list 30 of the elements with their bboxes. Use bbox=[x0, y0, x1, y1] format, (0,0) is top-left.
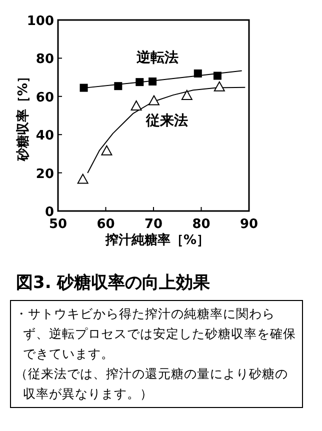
y-tick-label: 100 bbox=[26, 14, 54, 29]
series-label: 従来法 bbox=[144, 113, 188, 130]
point bbox=[214, 81, 225, 92]
point bbox=[101, 145, 112, 156]
x-tick-label: 70 bbox=[144, 217, 163, 232]
point bbox=[148, 95, 160, 106]
x-axis-title: 搾汁純糖率［%］ bbox=[104, 232, 211, 249]
series-label: 逆転法 bbox=[135, 49, 178, 66]
point bbox=[148, 78, 157, 86]
point bbox=[130, 100, 142, 110]
point bbox=[80, 84, 88, 92]
point bbox=[213, 72, 222, 80]
text: 図3. 砂糖収率の向上効果 bbox=[16, 272, 210, 294]
text: （従来法では、搾汁の還元糖の量により砂糖の収率が異なります。） bbox=[15, 365, 289, 403]
point bbox=[77, 174, 88, 184]
y-axis-title: 砂糖収率［%］ bbox=[15, 70, 31, 162]
point bbox=[194, 69, 202, 78]
y-tick-label: 80 bbox=[36, 52, 54, 68]
x-tick-label: 50 bbox=[48, 217, 68, 232]
y-tick-label: 0 bbox=[44, 205, 54, 220]
x-tick-label: 60 bbox=[96, 217, 115, 232]
point bbox=[181, 90, 192, 100]
x-tick-label: 90 bbox=[240, 217, 258, 232]
y-tick-label: 20 bbox=[36, 166, 54, 182]
y-tick-label: 40 bbox=[36, 128, 54, 144]
text: ・サトウキビから得た搾汁の純糖率に関わらず、逆転プロセスでは安定した砂糖収率を確保できています。 bbox=[15, 305, 297, 363]
y-tick-label: 60 bbox=[36, 90, 54, 106]
point bbox=[136, 78, 144, 86]
x-tick-label: 80 bbox=[192, 217, 210, 232]
point bbox=[114, 82, 122, 90]
